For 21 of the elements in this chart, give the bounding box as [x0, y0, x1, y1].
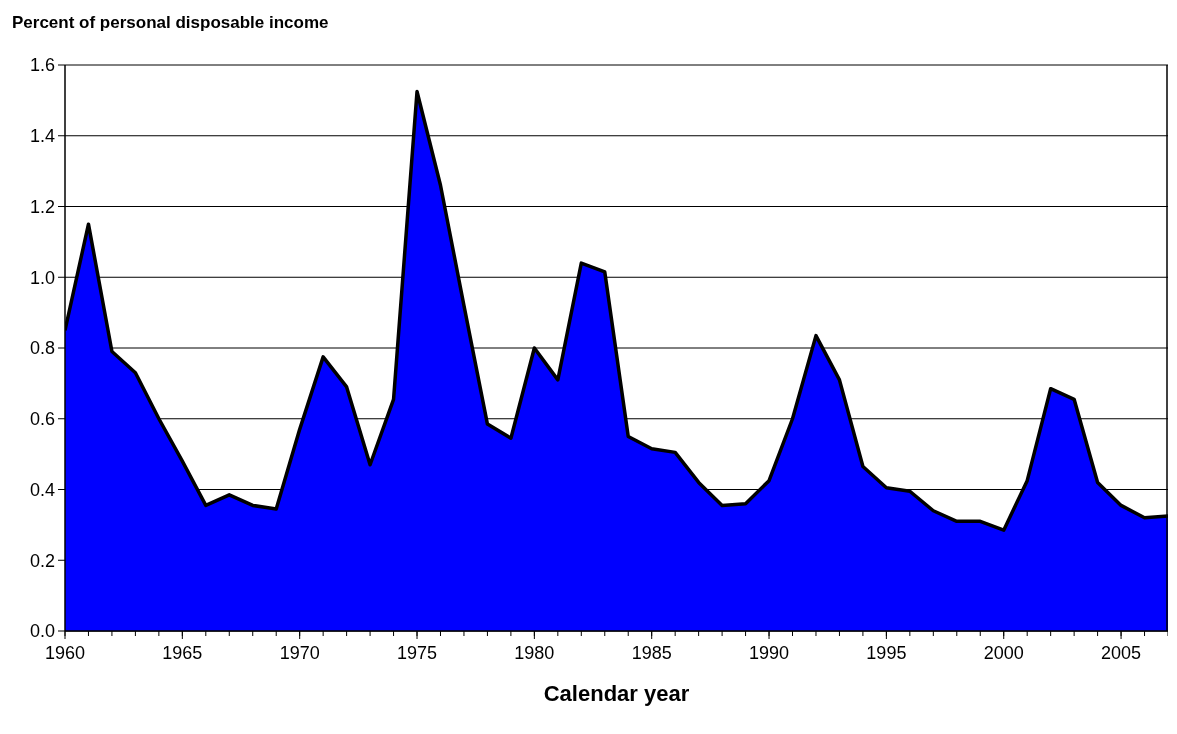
x-tick-label: 1970 — [279, 643, 320, 663]
x-tick-label: 2005 — [1101, 643, 1142, 663]
chart-title: Percent of personal disposable income — [12, 13, 329, 32]
y-tick-label: 1.4 — [29, 126, 55, 147]
y-tick-label: 0.0 — [29, 621, 55, 642]
x-tick-label: 1975 — [397, 643, 438, 663]
x-tick-label: 1990 — [749, 643, 790, 663]
x-tick-label: 1985 — [631, 643, 672, 663]
y-tick-label: 0.2 — [29, 550, 55, 571]
y-tick-label: 1.6 — [29, 55, 55, 76]
x-tick-label: 2000 — [983, 643, 1024, 663]
y-tick-label: 0.6 — [29, 409, 55, 430]
y-tick-label: 0.8 — [29, 338, 55, 359]
x-tick-label: 1995 — [866, 643, 907, 663]
y-tick-label: 1.2 — [29, 196, 55, 217]
y-tick-label: 1.0 — [29, 267, 55, 288]
x-tick-label: 1960 — [44, 643, 86, 663]
x-tick-label: 1980 — [514, 643, 555, 663]
y-tick-label: 0.4 — [29, 479, 55, 500]
x-axis-title: Calendar year — [543, 681, 690, 706]
x-tick-label: 1965 — [162, 643, 203, 663]
